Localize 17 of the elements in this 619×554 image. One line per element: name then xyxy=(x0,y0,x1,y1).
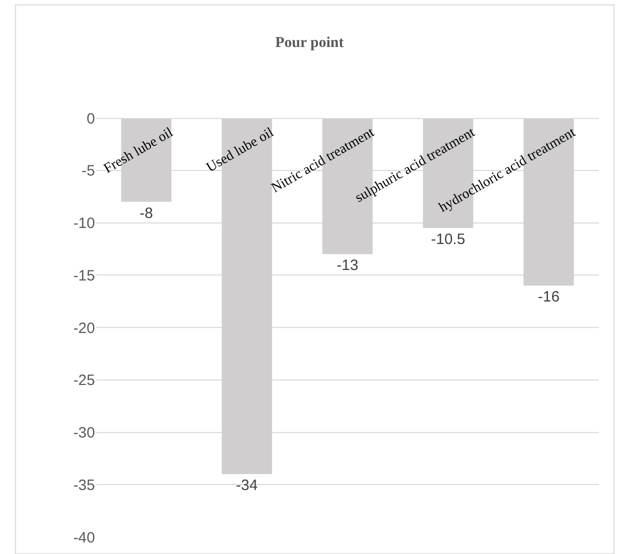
y-tick-label: -30 xyxy=(73,424,95,442)
y-tick-label: -15 xyxy=(73,267,95,284)
x-tick-label: Used lube oil xyxy=(204,125,276,176)
y-tick-label: -5 xyxy=(82,162,95,180)
y-tick-label: -35 xyxy=(73,476,95,494)
y-tick-label: 0 xyxy=(86,110,95,128)
y-tick-label: -20 xyxy=(73,320,95,337)
data-label: -16 xyxy=(538,288,560,306)
y-tick-label: -40 xyxy=(73,529,95,546)
data-label: -10.5 xyxy=(431,230,466,248)
data-label: -13 xyxy=(336,257,358,274)
data-label: -8 xyxy=(140,204,153,222)
y-tick-label: -25 xyxy=(73,372,95,390)
y-tick-label: -10 xyxy=(73,215,95,232)
data-label: -34 xyxy=(236,477,258,494)
x-tick-label: Fresh lube oil xyxy=(102,125,176,177)
chart-title: Pour point xyxy=(275,34,344,51)
